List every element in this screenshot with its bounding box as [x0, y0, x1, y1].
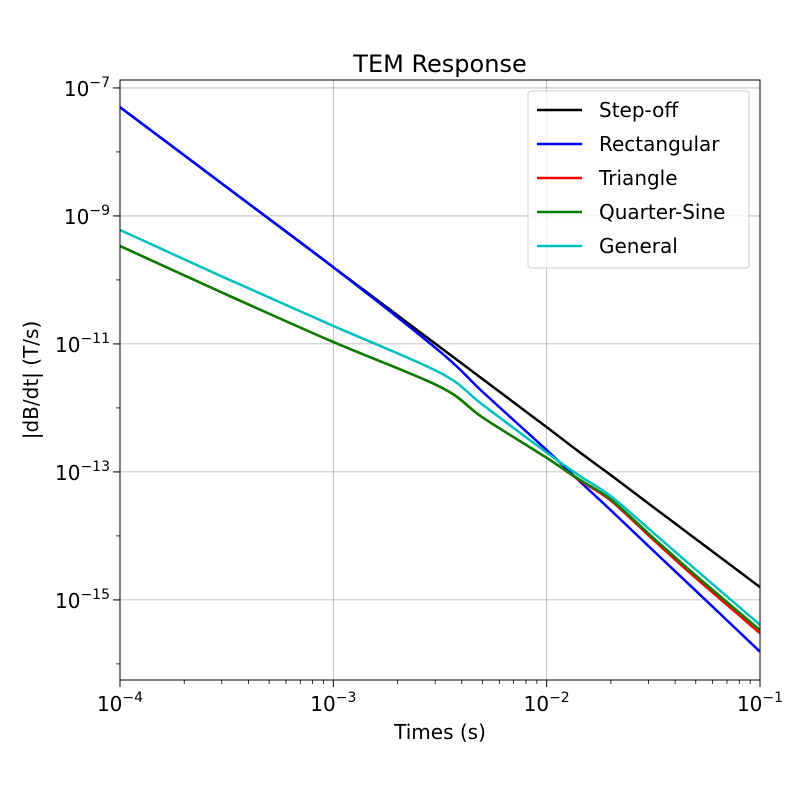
x-axis-label: Times (s): [393, 720, 486, 744]
series-line-quarter-sine: [119, 244, 761, 631]
legend-label-quarter-sine: Quarter-Sine: [599, 200, 725, 224]
y-tick-label: 10−9: [64, 203, 110, 229]
y-tick-label: 10−15: [55, 587, 110, 613]
series-line-rectangular: [119, 106, 761, 653]
chart-title: TEM Response: [352, 50, 526, 78]
legend-label-triangle: Triangle: [598, 166, 678, 190]
x-tick-label: 10−3: [310, 690, 356, 716]
y-tick-label: 10−13: [55, 459, 110, 485]
series-lines: [119, 106, 761, 653]
legend: Step-off Rectangular Triangle Quarter-Sine G…: [527, 90, 750, 269]
legend-label-rectangular: Rectangular: [599, 132, 720, 156]
legend-box: [527, 90, 750, 269]
y-tick-label: 10−11: [55, 331, 110, 357]
x-tick-label: 10−4: [97, 690, 143, 716]
legend-label-step-off: Step-off: [599, 98, 679, 122]
legend-label-general: General: [599, 234, 678, 258]
series-line-triangle: [119, 244, 761, 635]
y-tick-label: 10−7: [64, 75, 110, 101]
x-tick-label: 10−2: [524, 690, 570, 716]
y-axis-label: |dB/dt| (T/s): [19, 321, 43, 440]
x-tick-label: 10−1: [737, 690, 783, 716]
ticks: 10−4 10−3 10−2 10−1 10−7 10−9 10−11 10−13 10−15: [55, 75, 783, 716]
plot-frame: [119, 79, 761, 681]
series-line-general: [119, 228, 761, 626]
